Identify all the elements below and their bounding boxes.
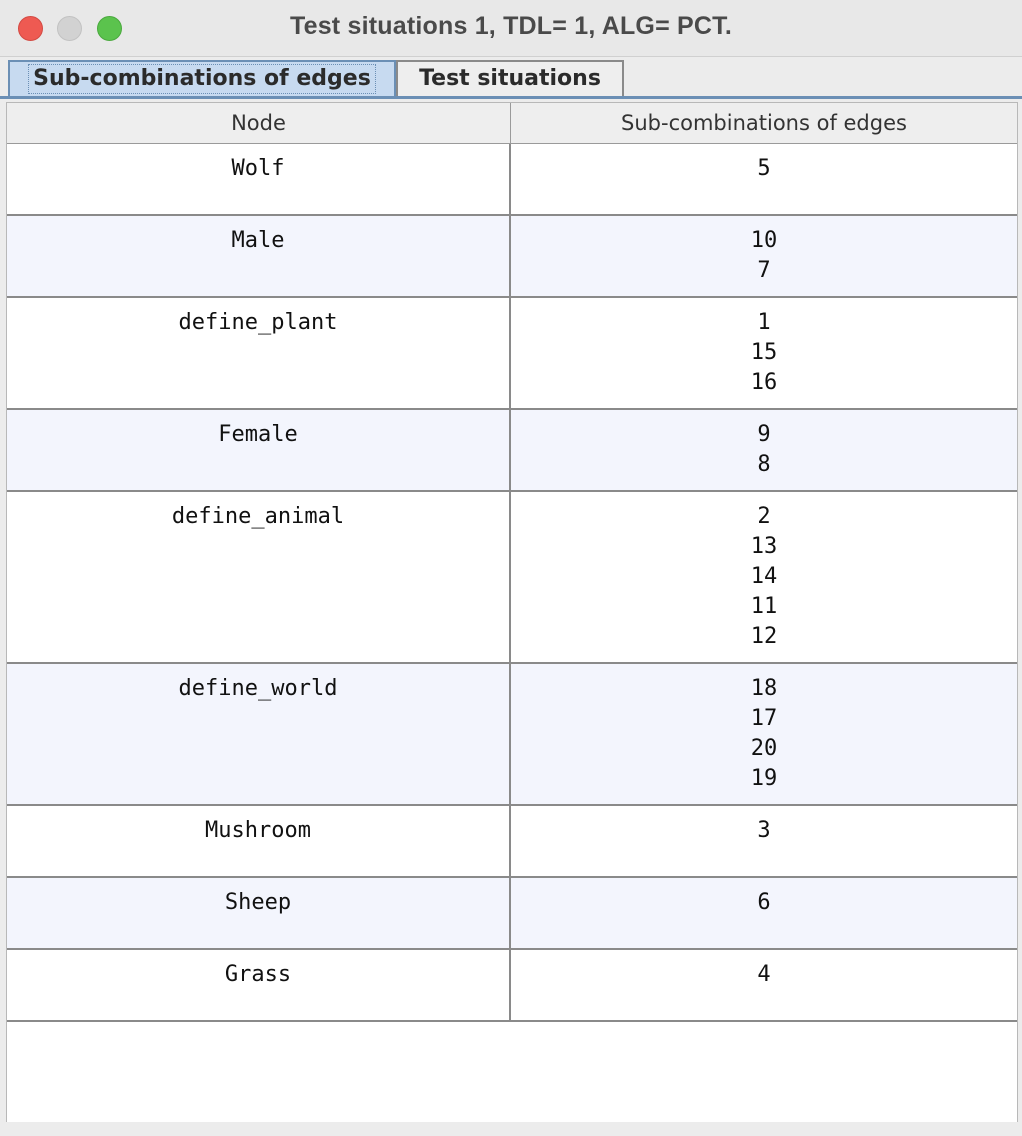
tab-sub-combinations-of-edges[interactable]: Sub-combinations of edges xyxy=(8,60,396,96)
table-row[interactable]: define_plant 1 15 16 xyxy=(7,298,1017,410)
table-panel: Node Sub-combinations of edges Wolf 5 Male… xyxy=(6,102,1018,1136)
edges-cell: 18 17 20 19 xyxy=(511,664,1017,804)
edge-value: 5 xyxy=(757,156,771,181)
close-window-button[interactable] xyxy=(18,16,43,41)
edges-cell: 3 xyxy=(511,806,1017,876)
table-row[interactable]: Wolf 5 xyxy=(7,144,1017,216)
title-bar: Test situations 1, TDL= 1, ALG= PCT. xyxy=(0,0,1022,57)
node-cell: define_plant xyxy=(7,298,511,408)
table-row[interactable]: Sheep 6 xyxy=(7,878,1017,950)
edge-value: 11 xyxy=(750,594,778,619)
edge-value: 18 xyxy=(750,676,778,701)
node-cell: define_world xyxy=(7,664,511,804)
node-cell: Male xyxy=(7,216,511,296)
edge-value: 10 xyxy=(750,228,778,253)
tab-label: Test situations xyxy=(419,66,601,91)
table-row[interactable]: Grass 4 xyxy=(7,950,1017,1022)
edge-value: 4 xyxy=(757,962,771,987)
tab-label: Sub-combinations of edges xyxy=(28,64,376,94)
tab-bar: Sub-combinations of edges Test situation… xyxy=(0,57,1022,101)
minimize-window-button[interactable] xyxy=(57,16,82,41)
edge-value: 13 xyxy=(750,534,778,559)
edge-value: 7 xyxy=(757,258,771,283)
edge-value: 12 xyxy=(750,624,778,649)
edges-cell: 6 xyxy=(511,878,1017,948)
edges-cell: 4 xyxy=(511,950,1017,1020)
column-header-node[interactable]: Node xyxy=(7,103,511,143)
table-row[interactable]: Mushroom 3 xyxy=(7,806,1017,878)
edge-value: 3 xyxy=(757,818,771,843)
tab-test-situations[interactable]: Test situations xyxy=(396,60,624,96)
edges-cell: 10 7 xyxy=(511,216,1017,296)
zoom-window-button[interactable] xyxy=(97,16,122,41)
tab-divider xyxy=(0,96,1022,99)
edge-value: 6 xyxy=(757,890,771,915)
edge-value: 2 xyxy=(757,504,771,529)
column-header-sub-combinations[interactable]: Sub-combinations of edges xyxy=(621,111,907,135)
table-header: Node Sub-combinations of edges xyxy=(7,103,1017,144)
node-cell: Mushroom xyxy=(7,806,511,876)
table-row[interactable]: Female 9 8 xyxy=(7,410,1017,492)
edges-cell: 2 13 14 11 12 xyxy=(511,492,1017,662)
node-cell: Grass xyxy=(7,950,511,1020)
table-body: Wolf 5 Male 10 7 define_plant 1 15 16 Female 9 8 def… xyxy=(7,144,1017,1022)
node-cell: define_animal xyxy=(7,492,511,662)
edges-cell: 5 xyxy=(511,144,1017,214)
node-cell: Sheep xyxy=(7,878,511,948)
edge-value: 19 xyxy=(750,766,778,791)
edge-value: 16 xyxy=(750,370,778,395)
node-cell: Wolf xyxy=(7,144,511,214)
table-row[interactable]: define_world 18 17 20 19 xyxy=(7,664,1017,806)
edge-value: 15 xyxy=(750,340,778,365)
edge-value: 14 xyxy=(750,564,778,589)
edge-value: 1 xyxy=(757,310,771,335)
edge-value: 9 xyxy=(757,422,771,447)
edge-value: 20 xyxy=(750,736,778,761)
table-row[interactable]: define_animal 2 13 14 11 12 xyxy=(7,492,1017,664)
node-cell: Female xyxy=(7,410,511,490)
window-title: Test situations 1, TDL= 1, ALG= PCT. xyxy=(289,12,732,40)
edge-value: 17 xyxy=(750,706,778,731)
edges-cell: 1 15 16 xyxy=(511,298,1017,408)
edge-value: 8 xyxy=(757,452,771,477)
table-row[interactable]: Male 10 7 xyxy=(7,216,1017,298)
window-bottom-edge xyxy=(0,1122,1022,1136)
